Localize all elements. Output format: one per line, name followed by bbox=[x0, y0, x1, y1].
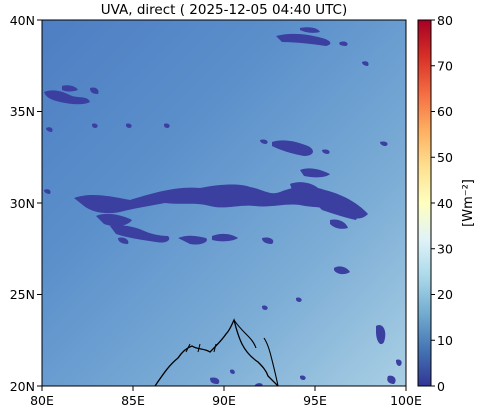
colorbar-tick-label: 40 bbox=[437, 196, 453, 211]
plot-title: UVA, direct ( 2025-12-05 04:40 UTC) bbox=[100, 2, 348, 18]
lat-tick-label: 40N bbox=[10, 13, 35, 28]
colorbar-tick-label: 20 bbox=[437, 287, 453, 302]
colorbar-tick-label: 10 bbox=[437, 333, 453, 348]
colorbar-ticks: 80 70 60 50 40 30 20 10 0 bbox=[431, 13, 453, 394]
lon-tick-label: 85E bbox=[121, 393, 145, 408]
lon-axis: 80E 85E 90E 95E 100E bbox=[30, 386, 422, 408]
colorbar-tick-label: 50 bbox=[437, 150, 453, 165]
low-value-patches bbox=[44, 27, 402, 386]
lon-tick-label: 90E bbox=[212, 393, 236, 408]
colorbar-tick-label: 70 bbox=[437, 59, 453, 74]
lat-axis: 40N 35N 30N 25N 20N bbox=[10, 13, 42, 394]
colorbar-tick-label: 60 bbox=[437, 104, 453, 119]
lon-tick-label: 80E bbox=[30, 393, 54, 408]
colorbar bbox=[417, 19, 432, 387]
lat-tick-label: 30N bbox=[10, 196, 35, 211]
coastline bbox=[154, 318, 279, 386]
lat-tick-label: 20N bbox=[10, 379, 35, 394]
lon-tick-label: 95E bbox=[303, 393, 327, 408]
colorbar-tick-label: 30 bbox=[437, 242, 453, 257]
colorbar-tick-label: 80 bbox=[437, 13, 453, 28]
lon-tick-label: 100E bbox=[390, 393, 422, 408]
lat-tick-label: 25N bbox=[10, 287, 35, 302]
colorbar-label: [Wm⁻²] bbox=[461, 179, 476, 227]
colorbar-tick-label: 0 bbox=[437, 379, 445, 394]
lat-tick-label: 35N bbox=[10, 104, 35, 119]
